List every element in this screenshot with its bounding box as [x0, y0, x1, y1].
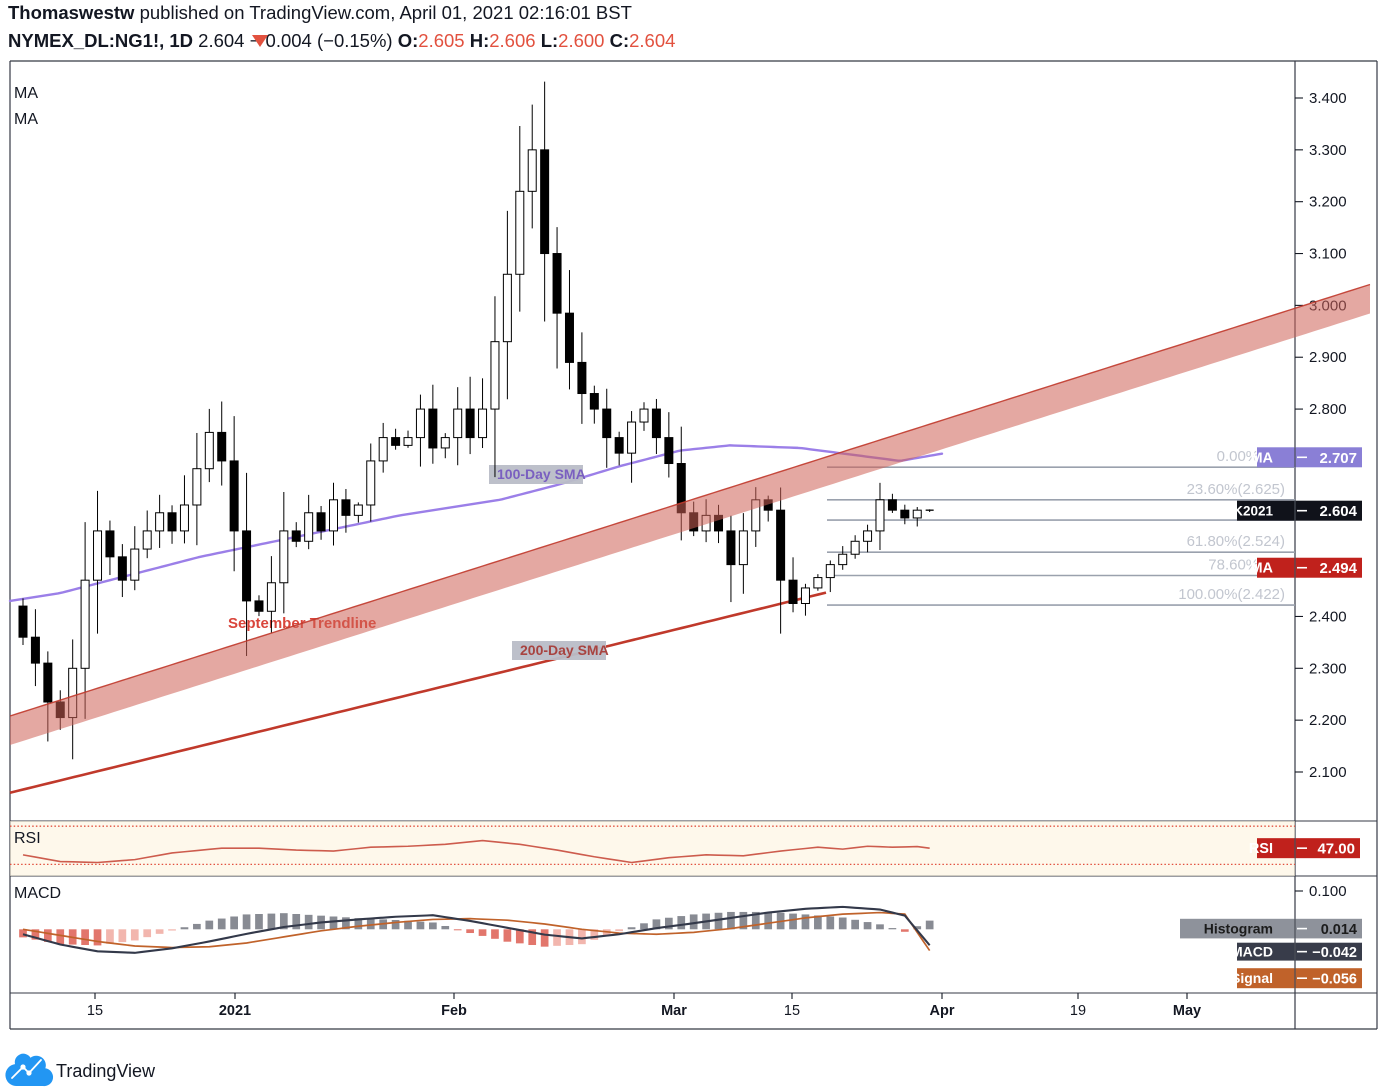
- svg-text:RSI: RSI: [14, 830, 41, 847]
- svg-text:−0.056: −0.056: [1312, 972, 1357, 988]
- svg-text:200-Day SMA: 200-Day SMA: [520, 642, 609, 658]
- svg-text:3.200: 3.200: [1309, 194, 1347, 211]
- svg-text:MACD: MACD: [1231, 944, 1273, 960]
- svg-text:0.100: 0.100: [1309, 883, 1347, 900]
- svg-text:61.80%(2.524): 61.80%(2.524): [1187, 533, 1285, 550]
- svg-text:2.800: 2.800: [1309, 401, 1347, 418]
- svg-text:2.200: 2.200: [1309, 712, 1347, 729]
- svg-text:Mar: Mar: [661, 1003, 687, 1019]
- svg-text:23.60%(2.625): 23.60%(2.625): [1187, 481, 1285, 498]
- svg-text:TradingView: TradingView: [56, 1061, 156, 1081]
- svg-text:2.707: 2.707: [1319, 450, 1357, 467]
- svg-text:47.00: 47.00: [1317, 841, 1355, 858]
- svg-text:MA: MA: [1250, 450, 1273, 466]
- svg-text:NGK2021: NGK2021: [1213, 504, 1274, 519]
- svg-text:3.400: 3.400: [1309, 90, 1347, 107]
- svg-text:2.494: 2.494: [1319, 560, 1357, 577]
- svg-text:Thomaswestw published on Tradi: Thomaswestw published on TradingView.com…: [8, 2, 632, 23]
- svg-text:2.400: 2.400: [1309, 608, 1347, 625]
- svg-text:2.300: 2.300: [1309, 660, 1347, 677]
- svg-text:15: 15: [784, 1003, 800, 1019]
- svg-text:2021: 2021: [219, 1003, 251, 1019]
- svg-text:0.014: 0.014: [1321, 922, 1357, 938]
- svg-text:3.100: 3.100: [1309, 246, 1347, 263]
- svg-text:MA: MA: [14, 111, 38, 128]
- svg-text:Feb: Feb: [441, 1003, 467, 1019]
- svg-text:MA: MA: [14, 85, 38, 102]
- svg-text:MACD: MACD: [14, 885, 61, 902]
- svg-text:May: May: [1173, 1003, 1201, 1019]
- svg-text:2.100: 2.100: [1309, 764, 1347, 781]
- svg-text:−0.042: −0.042: [1312, 945, 1357, 961]
- svg-text:2.604: 2.604: [1319, 503, 1357, 520]
- svg-text:19: 19: [1070, 1003, 1086, 1019]
- svg-text:100.00%(2.422): 100.00%(2.422): [1178, 586, 1285, 603]
- svg-text:2.900: 2.900: [1309, 349, 1347, 366]
- svg-text:Signal: Signal: [1231, 970, 1273, 986]
- svg-text:100-Day SMA: 100-Day SMA: [497, 466, 586, 482]
- svg-text:NYMEX_DL:NG1!, 1D 2.604: NYMEX_DL:NG1!, 1D 2.604 − 0.004 (−0.15%)…: [8, 30, 675, 51]
- svg-text:3.300: 3.300: [1309, 142, 1347, 159]
- svg-text:15: 15: [87, 1003, 103, 1019]
- svg-text:RSI: RSI: [1249, 841, 1273, 857]
- svg-text:Histogram: Histogram: [1204, 921, 1273, 937]
- svg-text:MA: MA: [1250, 561, 1273, 577]
- svg-text:Apr: Apr: [930, 1003, 955, 1019]
